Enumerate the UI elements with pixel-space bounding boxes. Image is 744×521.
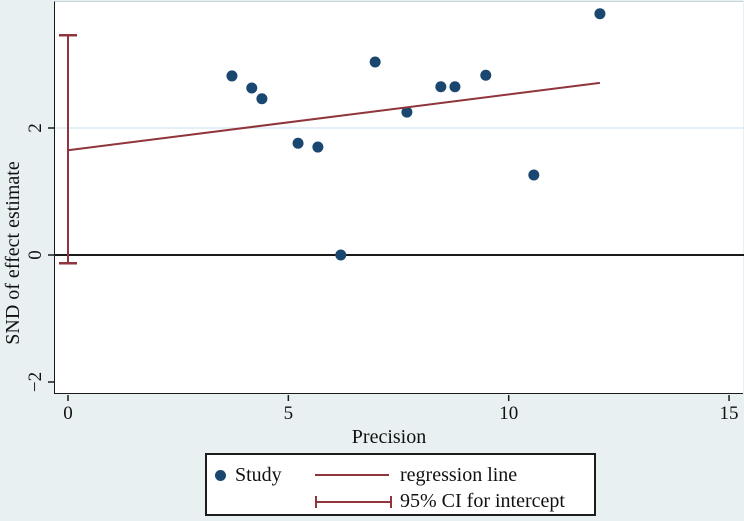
x-tick-label: 0 <box>63 403 73 424</box>
ci-marker-icon <box>314 495 394 514</box>
x-tick-label: 10 <box>499 403 519 424</box>
x-axis-title: Precision <box>351 426 427 448</box>
study-marker-icon <box>215 470 226 481</box>
plot-area <box>54 1 743 394</box>
x-tick-label: 5 <box>283 403 294 424</box>
y-tick-label: 0 <box>25 250 46 260</box>
regression-line-marker-icon <box>315 474 389 476</box>
x-tick-label: 15 <box>719 403 739 424</box>
legend: Study regression line 95% CI for interce… <box>205 453 596 516</box>
y-tick-label: −2 <box>25 371 46 393</box>
legend-label-study: Study <box>235 464 282 486</box>
y-axis-title: SND of effect estimate <box>2 161 24 345</box>
y-tick-label: 2 <box>25 123 46 133</box>
legend-label-ci-intercept: 95% CI for intercept <box>400 490 565 512</box>
legend-label-regression-line: regression line <box>400 464 518 486</box>
